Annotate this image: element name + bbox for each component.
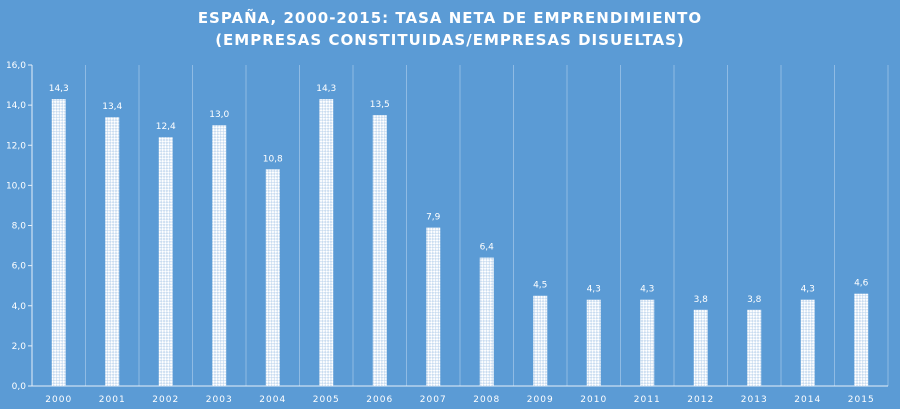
x-tick-label-2010: 2010 — [580, 395, 607, 405]
bar-2015 — [854, 293, 869, 386]
x-tick-label-2012: 2012 — [687, 395, 714, 405]
x-tick-label-2002: 2002 — [152, 395, 179, 405]
x-tick-label-2004: 2004 — [259, 395, 286, 405]
bar-2011 — [640, 299, 655, 386]
data-label-2004: 10,8 — [263, 154, 283, 164]
y-tick-label: 2,0 — [12, 342, 27, 352]
x-tick-label-2000: 2000 — [45, 395, 72, 405]
x-tick-label-2011: 2011 — [634, 395, 661, 405]
y-tick-label: 12,0 — [6, 141, 26, 151]
data-label-2009: 4,5 — [533, 281, 547, 291]
data-label-2013: 3,8 — [747, 295, 762, 305]
data-label-2000: 14,3 — [49, 84, 69, 94]
chart-title: ESPAÑA, 2000-2015: TASA NETA DE EMPRENDI… — [197, 9, 703, 27]
bar-2002 — [158, 137, 173, 386]
bar-2000 — [51, 99, 66, 386]
bar-2004 — [265, 169, 280, 386]
bar-2008 — [479, 257, 494, 386]
x-tick-label-2009: 2009 — [527, 395, 554, 405]
x-tick-label-2013: 2013 — [741, 395, 768, 405]
data-label-2014: 4,3 — [801, 285, 815, 295]
y-tick-label: 4,0 — [12, 302, 27, 312]
data-label-2011: 4,3 — [640, 285, 654, 295]
data-label-2015: 4,6 — [854, 279, 869, 289]
y-tick-label: 0,0 — [12, 382, 27, 392]
x-tick-label-2007: 2007 — [420, 395, 447, 405]
bar-2003 — [212, 125, 227, 386]
axes — [28, 64, 888, 387]
data-label-2002: 12,4 — [156, 122, 176, 132]
x-tick-label-2015: 2015 — [848, 395, 875, 405]
bar-2013 — [747, 309, 762, 386]
bars — [51, 99, 869, 386]
y-tick-label: 16,0 — [6, 61, 26, 71]
data-label-2008: 6,4 — [480, 243, 495, 253]
bar-2012 — [693, 309, 708, 386]
data-label-2010: 4,3 — [587, 285, 601, 295]
bar-2005 — [319, 99, 334, 386]
y-tick-label: 6,0 — [12, 262, 27, 272]
bar-2007 — [426, 227, 441, 386]
bar-2014 — [800, 299, 815, 386]
y-tick-label: 8,0 — [12, 222, 27, 232]
data-label-2007: 7,9 — [426, 213, 441, 223]
x-tick-label-2001: 2001 — [99, 395, 126, 405]
data-label-2001: 13,4 — [102, 102, 122, 112]
bar-2006 — [372, 115, 387, 386]
y-tick-label: 10,0 — [6, 181, 26, 191]
x-tick-label-2005: 2005 — [313, 395, 340, 405]
bar-2001 — [105, 117, 120, 386]
x-tick-label-2008: 2008 — [473, 395, 500, 405]
data-label-2005: 14,3 — [316, 84, 336, 94]
data-label-2006: 13,5 — [370, 100, 390, 110]
y-tick-label: 14,0 — [6, 101, 26, 111]
gridlines — [31, 65, 889, 386]
labels: 0,0 2,0 4,0 6,0 8,0 10,0 12,0 14,0 16,0 14,3 2000 1… — [6, 61, 875, 405]
bar-2010 — [586, 299, 601, 386]
x-tick-label-2003: 2003 — [206, 395, 233, 405]
x-tick-label-2014: 2014 — [794, 395, 821, 405]
bar-2009 — [533, 295, 548, 386]
data-label-2003: 13,0 — [209, 110, 229, 120]
chart-subtitle: (EMPRESAS CONSTITUIDAS/EMPRESAS DISUELTA… — [215, 31, 685, 49]
data-label-2012: 3,8 — [694, 295, 709, 305]
x-tick-label-2006: 2006 — [366, 395, 393, 405]
